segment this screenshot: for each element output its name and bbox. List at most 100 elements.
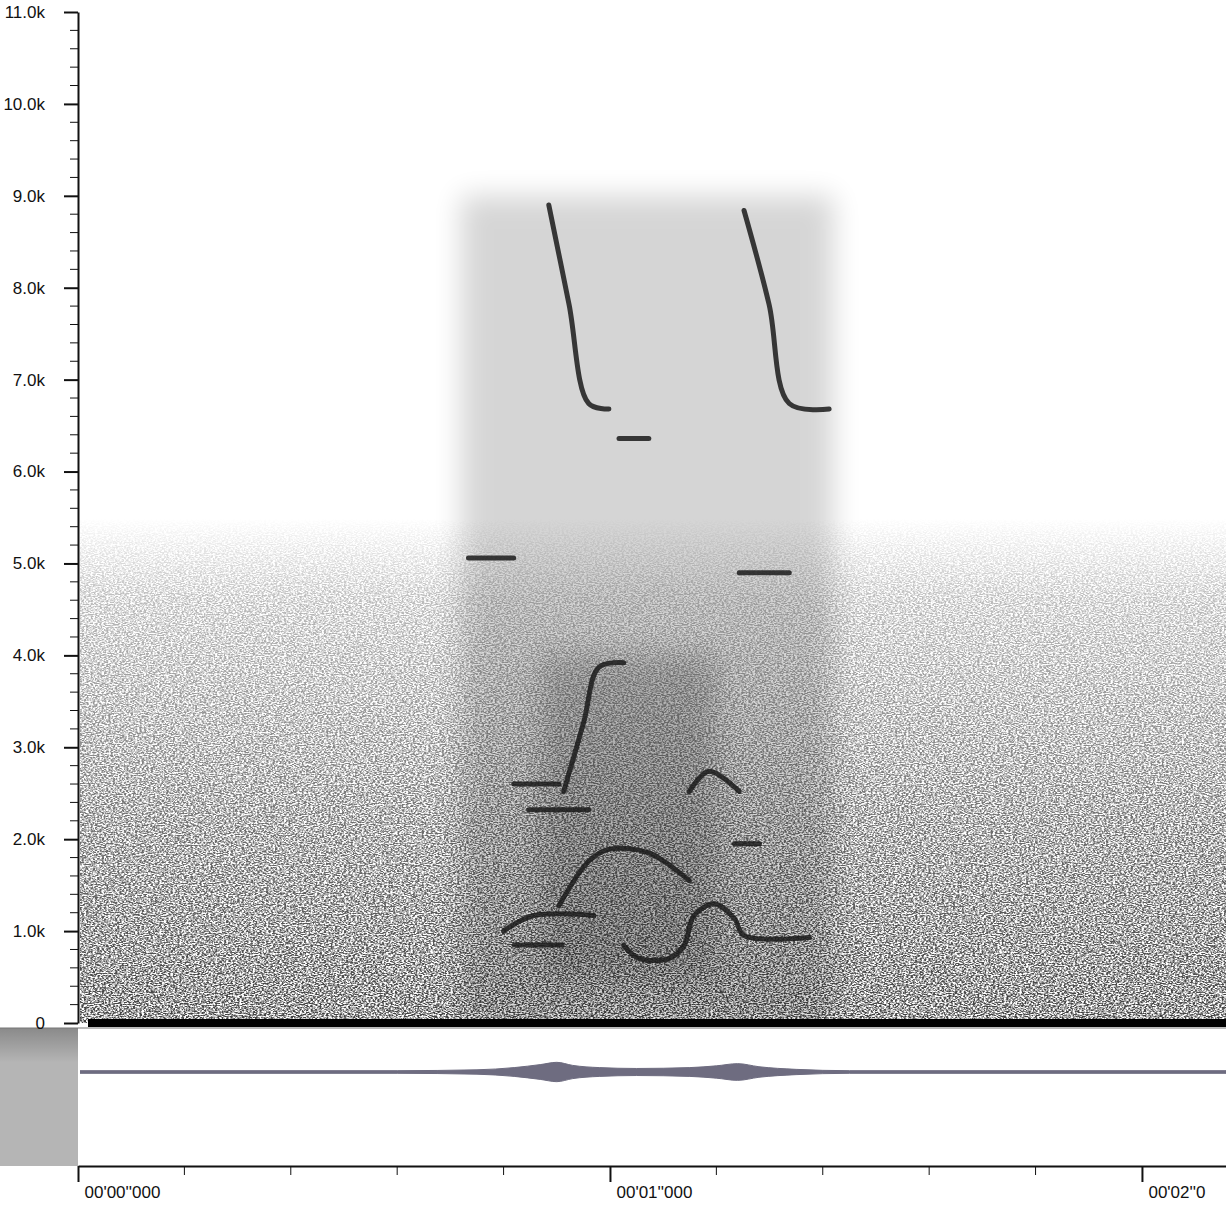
waveform-envelope — [80, 1062, 1226, 1081]
y-minor-tick — [70, 986, 78, 987]
y-minor-tick — [70, 618, 78, 619]
y-minor-tick — [70, 581, 78, 582]
y-tick: 8.0k — [13, 279, 78, 298]
y-tick: 3.0k — [13, 738, 78, 757]
y-tick-label: 2.0k — [13, 830, 46, 849]
y-minor-tick — [70, 728, 78, 729]
y-minor-tick — [70, 122, 78, 123]
y-minor-tick — [70, 894, 78, 895]
y-minor-tick — [70, 949, 78, 950]
x-axis: 00'00''000 00'01''000 00'02''0 — [79, 1166, 1226, 1202]
x-tick-mark — [609, 1166, 611, 1182]
y-minor-tick — [70, 434, 78, 435]
y-minor-tick — [70, 85, 78, 86]
y-minor-tick — [70, 600, 78, 601]
x-tick-label: 00'00''000 — [85, 1183, 161, 1202]
y-axis-line — [78, 13, 80, 1024]
y-tick-label: 9.0k — [13, 187, 46, 206]
y-tick-mark — [64, 379, 78, 381]
y-minor-tick — [70, 857, 78, 858]
y-minor-tick — [70, 1004, 78, 1005]
y-tick: 1.0k — [13, 922, 78, 941]
x-minor-tick — [929, 1166, 930, 1175]
x-axis-line — [79, 1166, 1226, 1168]
x-tick: 00'02''0 — [1142, 1166, 1205, 1202]
y-tick: 9.0k — [13, 187, 78, 206]
trace — [734, 841, 759, 846]
y-minor-tick — [70, 710, 78, 711]
y-tick: 4.0k — [13, 646, 78, 665]
y-minor-tick — [70, 967, 78, 968]
y-tick-mark — [64, 287, 78, 289]
y-minor-tick — [70, 875, 78, 876]
waveform — [80, 1062, 1226, 1081]
x-tick-mark — [1141, 1166, 1143, 1182]
trace — [624, 904, 810, 961]
panel-border — [0, 1028, 1226, 1029]
trace — [514, 942, 562, 947]
y-tick-mark — [64, 1023, 78, 1025]
y-minor-tick — [70, 820, 78, 821]
y-tick-mark — [64, 195, 78, 197]
y-tick: 6.0k — [13, 462, 78, 481]
y-minor-tick — [70, 545, 78, 546]
y-tick-label: 7.0k — [13, 371, 46, 390]
y-minor-tick — [70, 526, 78, 527]
y-minor-tick — [70, 361, 78, 362]
y-tick-label: 5.0k — [13, 554, 46, 573]
y-tick-label: 6.0k — [13, 462, 46, 481]
y-minor-tick — [70, 67, 78, 68]
y-minor-tick — [70, 765, 78, 766]
x-tick-label: 00'02''0 — [1148, 1183, 1205, 1202]
y-tick: 5.0k — [13, 554, 78, 573]
trace — [564, 663, 624, 792]
y-minor-tick — [70, 398, 78, 399]
y-minor-tick — [70, 306, 78, 307]
y-minor-tick — [70, 232, 78, 233]
y-tick-mark — [64, 103, 78, 105]
y-tick-label: 4.0k — [13, 646, 46, 665]
y-tick-mark — [64, 747, 78, 749]
chart: 01.0k2.0k3.0k4.0k5.0k6.0k7.0k8.0k9.0k10.… — [0, 0, 1226, 1208]
trace — [689, 771, 739, 791]
x-minor-tick — [1035, 1166, 1036, 1175]
y-tick-label: 11.0k — [5, 3, 46, 22]
x-tick: 00'01''000 — [610, 1166, 692, 1202]
trace — [529, 807, 589, 812]
trace — [468, 555, 513, 560]
y-tick-mark — [64, 471, 78, 473]
baseline-band — [88, 1019, 1226, 1027]
x-minor-tick — [822, 1166, 823, 1175]
x-minor-tick — [503, 1166, 504, 1175]
y-minor-tick — [70, 140, 78, 141]
y-tick: 10.0k — [3, 95, 78, 114]
y-minor-tick — [70, 802, 78, 803]
y-minor-tick — [70, 453, 78, 454]
trace — [744, 211, 829, 410]
y-minor-tick — [70, 177, 78, 178]
y-minor-tick — [70, 912, 78, 913]
y-axis: 01.0k2.0k3.0k4.0k5.0k6.0k7.0k8.0k9.0k10.… — [3, 3, 78, 1033]
y-tick-mark — [64, 563, 78, 565]
y-minor-tick — [70, 342, 78, 343]
y-minor-tick — [70, 636, 78, 637]
y-minor-tick — [70, 784, 78, 785]
y-tick: 11.0k — [5, 3, 78, 22]
y-minor-tick — [70, 508, 78, 509]
y-minor-tick — [70, 692, 78, 693]
x-minor-tick — [716, 1166, 717, 1175]
y-minor-tick — [70, 489, 78, 490]
trace — [559, 848, 689, 906]
y-minor-tick — [70, 673, 78, 674]
y-minor-tick — [70, 416, 78, 417]
y-tick-mark — [64, 12, 78, 14]
y-minor-tick — [70, 250, 78, 251]
trace — [739, 570, 789, 575]
x-minor-tick — [184, 1166, 185, 1175]
spectrogram — [461, 196, 833, 1023]
y-minor-tick — [70, 324, 78, 325]
trace — [549, 205, 609, 409]
y-tick-label: 1.0k — [13, 922, 46, 941]
y-tick-mark — [64, 839, 78, 841]
y-tick-label: 10.0k — [3, 95, 45, 114]
